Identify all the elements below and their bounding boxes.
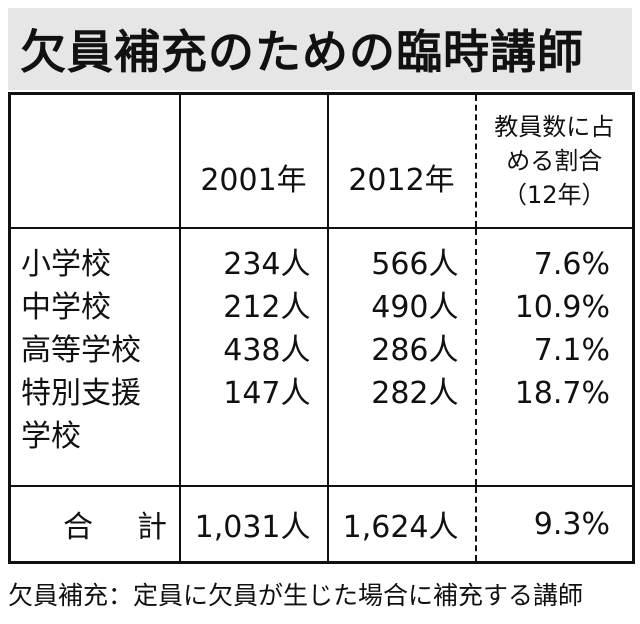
total-label-char: 合 (63, 510, 93, 546)
header-share-line: （12年） (502, 180, 606, 209)
row-label-high-school: 高等学校 (21, 332, 141, 368)
total-share: 9.3% (475, 485, 634, 563)
header-share-line: める割合 (506, 146, 603, 175)
value-2012-high-school: 286人 (371, 332, 459, 368)
page-title: 欠員補充のための臨時講師 (8, 8, 632, 90)
table-total-row: 合計 1,031人 1,624人 9.3% (9, 485, 634, 563)
footnote: 欠員補充：定員に欠員が生じた場合に補充する講師 (8, 581, 584, 610)
value-2012-junior-high: 490人 (371, 289, 459, 325)
column-2001: 234人 212人 438人 147人 (179, 227, 329, 487)
table-body-row: 小学校 中学校 高等学校 特別支援 学校 234人 212人 438人 147人… (9, 227, 634, 487)
value-2001-junior-high: 212人 (223, 289, 311, 325)
header-2012: 2012年 (327, 93, 477, 229)
value-2001-high-school: 438人 (223, 332, 311, 368)
total-label: 合計 (9, 485, 181, 563)
share-special-support: 18.7% (514, 375, 610, 411)
total-label-char: 計 (137, 510, 167, 546)
row-label-special-support-cont: 学校 (21, 418, 81, 454)
value-2001-elementary: 234人 (223, 246, 311, 282)
row-label-junior-high: 中学校 (21, 289, 111, 325)
value-2001-special-support: 147人 (223, 375, 311, 411)
column-share: 7.6% 10.9% 7.1% 18.7% (476, 228, 634, 487)
value-2012-elementary: 566人 (371, 246, 459, 282)
table-header-row: 2001年 2012年 教員数に占 める割合 （12年） (9, 93, 634, 229)
row-label-elementary: 小学校 (21, 246, 111, 282)
total-2012: 1,624人 (327, 485, 477, 563)
value-2012-special-support: 282人 (371, 375, 459, 411)
total-2001: 1,031人 (179, 485, 329, 563)
temporary-teacher-table: 2001年 2012年 教員数に占 める割合 （12年） 小学校 中学校 高等学… (8, 92, 635, 564)
share-junior-high: 10.9% (514, 289, 610, 325)
column-2012: 566人 490人 286人 282人 (327, 227, 477, 487)
share-elementary: 7.6% (533, 246, 610, 282)
header-blank-cell (9, 93, 181, 229)
share-high-school: 7.1% (533, 332, 610, 368)
school-type-column: 小学校 中学校 高等学校 特別支援 学校 (9, 227, 181, 487)
header-share-line: 教員数に占 (494, 112, 615, 141)
header-2001: 2001年 (179, 93, 329, 229)
header-share: 教員数に占 める割合 （12年） (475, 93, 634, 229)
row-label-special-support: 特別支援 (21, 375, 141, 411)
